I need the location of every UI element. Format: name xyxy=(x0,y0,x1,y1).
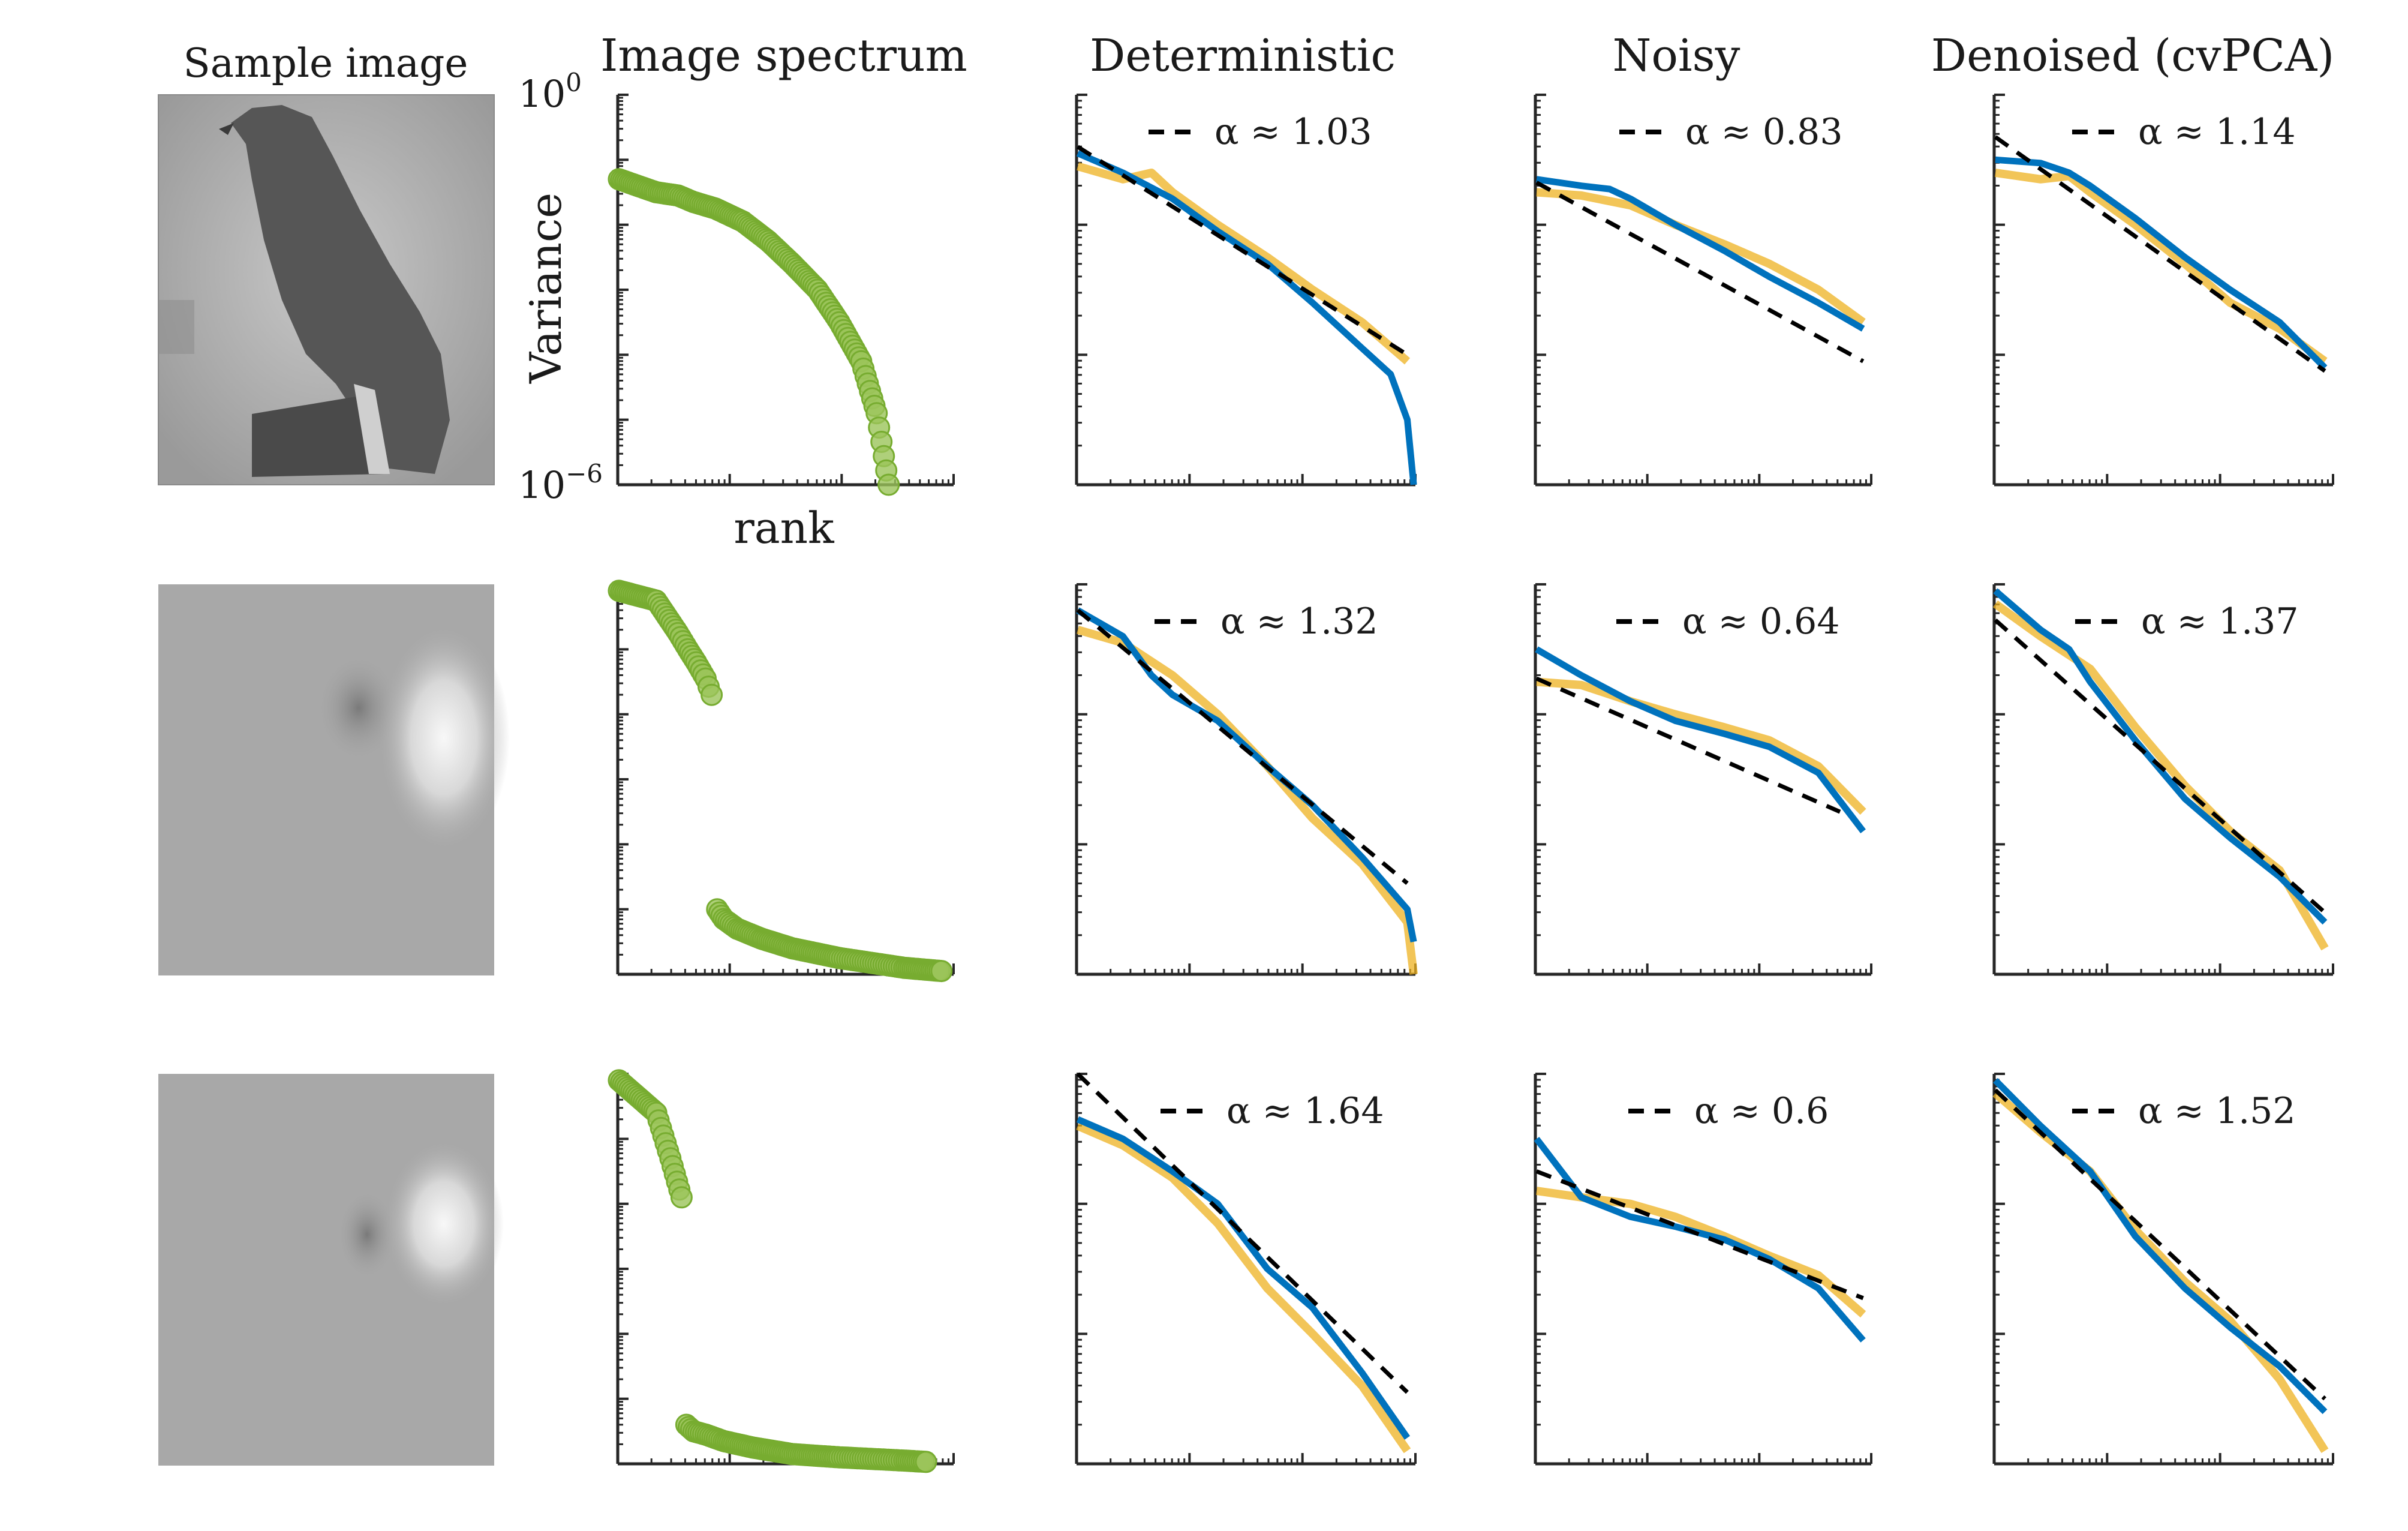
legend-alpha-label: α ≈ 1.52 xyxy=(2138,1090,2296,1132)
legend-alpha-label: α ≈ 1.32 xyxy=(1220,601,1378,643)
measured-spectrum-line xyxy=(1536,176,1865,332)
title-noisy: Noisy xyxy=(1613,30,1740,82)
sample-image-blob-1 xyxy=(158,584,510,975)
sample-image-blob-2 xyxy=(158,1074,504,1466)
measured-spectrum-line xyxy=(1993,1077,2328,1415)
measured-spectrum-line xyxy=(1535,646,1866,834)
title-deterministic: Deterministic xyxy=(1090,30,1396,82)
power-law-fit-line xyxy=(1077,145,1409,357)
ytick-bottom: 10−6 xyxy=(518,459,603,507)
panel-denoised-cvpca-row-3: α ≈ 1.52 xyxy=(1992,1073,2334,1466)
panel-noisyrow-3: α ≈ 0.6 xyxy=(1534,1073,1872,1466)
reference-spectrum-line xyxy=(1076,1122,1411,1454)
spectrum-panel-row-2 xyxy=(608,580,955,983)
title-image-spectrum: Image spectrum xyxy=(600,30,967,82)
measured-spectrum-line xyxy=(1534,1136,1866,1343)
power-law-fit-line xyxy=(1076,1072,1409,1394)
power-law-fit-line xyxy=(1994,618,2326,914)
reference-spectrum-line xyxy=(1536,677,1866,815)
legend-alpha-label: α ≈ 0.64 xyxy=(1682,601,1840,643)
measured-spectrum-line xyxy=(1076,607,1417,942)
title-sample-image: Sample image xyxy=(184,40,468,86)
power-law-fit-line xyxy=(1535,676,1841,814)
measured-spectrum-line xyxy=(1076,150,1417,485)
sample-image-hawk xyxy=(158,94,495,485)
spectrum-panel-row-3 xyxy=(608,1069,955,1473)
spectrum-panel-row-1 xyxy=(608,94,955,496)
panel-denoised-cvpca-row-2: α ≈ 1.37 xyxy=(1992,583,2334,976)
spectrum-point xyxy=(877,473,900,496)
plots-layer: α ≈ 1.03 α ≈ 0.83 α ≈ 1.14 α ≈ 1.32 α ≈ 0.64… xyxy=(608,94,2334,1473)
power-law-fit-line xyxy=(1076,608,1409,885)
spectrum-point xyxy=(915,1451,937,1473)
panel-noisyrow-1: α ≈ 0.83 xyxy=(1534,94,1872,487)
panel-noisyrow-2: α ≈ 0.64 xyxy=(1534,583,1872,976)
reference-spectrum-line xyxy=(1992,600,2329,951)
spectrum-xlabel: rank xyxy=(733,503,835,553)
power-law-fit-line xyxy=(1994,135,2326,373)
reference-spectrum-line xyxy=(1535,1187,1866,1318)
legend-alpha-label: α ≈ 1.03 xyxy=(1214,111,1372,153)
spectrum-ylabel: Variance xyxy=(521,193,571,384)
legend-alpha-label: α ≈ 0.6 xyxy=(1694,1090,1829,1132)
reference-spectrum-line xyxy=(1992,1090,2329,1454)
legend-alpha-label: α ≈ 0.83 xyxy=(1685,111,1843,153)
spectrum-point xyxy=(701,683,723,706)
measured-spectrum-line xyxy=(1995,156,2328,370)
panel-deterministicrow-3: α ≈ 1.64 xyxy=(1075,1072,1417,1466)
legend-alpha-label: α ≈ 1.14 xyxy=(2138,111,2296,153)
panel-deterministicrow-1: α ≈ 1.03 xyxy=(1075,94,1417,487)
legend-alpha-label: α ≈ 1.64 xyxy=(1226,1090,1384,1132)
power-law-fit-line xyxy=(1535,181,1865,364)
legend-alpha-label: α ≈ 1.37 xyxy=(2141,601,2299,643)
panel-denoised-cvpca-row-1: α ≈ 1.14 xyxy=(1992,94,2334,487)
spectrum-point xyxy=(930,960,953,983)
reference-spectrum-line xyxy=(1995,169,2328,365)
power-law-fit-line xyxy=(1535,1169,1864,1301)
measured-spectrum-line xyxy=(1076,1116,1411,1440)
reference-spectrum-line xyxy=(1077,626,1418,975)
title-denoised: Denoised (cvPCA) xyxy=(1931,30,2335,82)
panel-deterministicrow-2: α ≈ 1.32 xyxy=(1075,583,1418,976)
ytick-top: 100 xyxy=(518,68,582,116)
reference-spectrum-line xyxy=(1077,162,1411,365)
spectrum-point xyxy=(670,1186,693,1209)
measured-spectrum-line xyxy=(1993,588,2328,925)
power-law-fit-line xyxy=(1994,1088,2326,1401)
